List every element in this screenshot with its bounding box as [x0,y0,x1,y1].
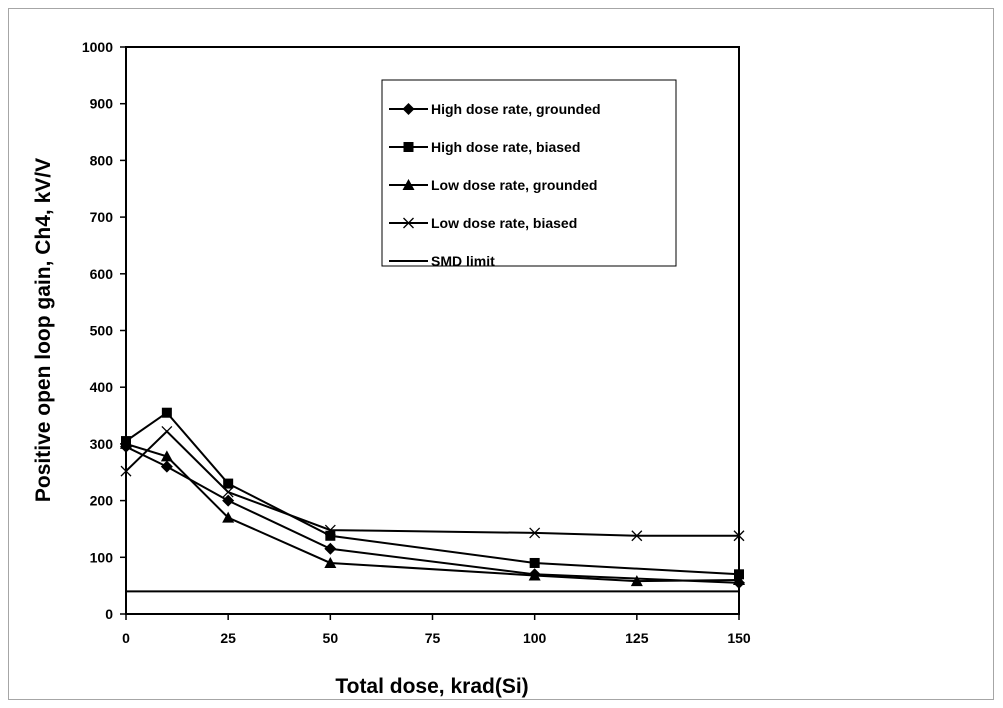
series-low-dose-rate-biased-point [222,486,234,498]
legend-entry-low-dose-rate-biased-marker-stroke [403,217,414,229]
y-tick-label: 1000 [82,39,113,55]
y-tick-label: 0 [105,606,113,622]
legend-entry-low-dose-rate-biased-label: Low dose rate, biased [431,215,577,231]
series-low-dose-rate-biased-point-stroke [222,486,234,498]
x-tick-label: 50 [323,630,339,646]
legend-entry-high-dose-rate-biased: High dose rate, biased [389,139,580,155]
y-tick-label: 600 [90,266,114,282]
series-low-dose-rate-biased-point [529,527,541,539]
series-high-dose-rate-grounded-point [324,542,337,555]
y-tick-label: 400 [90,379,114,395]
series-low-dose-rate-biased-point-stroke [120,465,132,477]
legend-entry-low-dose-rate-grounded-label: Low dose rate, grounded [431,177,597,193]
series-low-dose-rate-biased [120,425,745,542]
legend-entry-high-dose-rate-grounded-label: High dose rate, grounded [431,101,601,117]
series-low-dose-rate-grounded-point [630,575,643,587]
series-high-dose-rate-grounded-line [125,445,740,584]
series-high-dose-rate-biased-point [223,478,234,489]
y-axis-title: Positive open loop gain, Ch4, kV/V [32,158,55,502]
legend-entry-low-dose-rate-grounded: Low dose rate, grounded [389,177,597,193]
legend-entry-low-dose-rate-biased-marker [403,217,414,229]
x-tick-label: 0 [122,630,130,646]
x-tick-label: 75 [425,630,441,646]
legend-entry-high-dose-rate-grounded: High dose rate, grounded [389,101,601,117]
x-tick-label: 150 [727,630,751,646]
chart-frame: 0 100 200 300 400 500 600 700 800 900 1000 0 25 50 75 1… [8,8,994,700]
series-low-dose-rate-biased-point [631,530,643,542]
legend-box [381,79,677,267]
series-low-dose-rate-biased-point [324,524,336,536]
series-low-dose-rate-biased-point-stroke [733,530,745,542]
series-low-dose-rate-grounded-point [160,450,173,462]
series-low-dose-rate-biased-point-stroke [161,425,173,437]
series-low-dose-rate-biased-point-stroke [324,524,336,536]
series-high-dose-rate-grounded-point [160,460,173,473]
y-tick-label: 800 [90,152,114,168]
series-layer [120,407,745,593]
y-tick-label: 500 [90,323,114,339]
series-low-dose-rate-biased-point [733,530,745,542]
legend-entry-low-dose-rate-grounded-marker [402,179,415,190]
series-low-dose-rate-grounded-point [528,569,541,581]
legend-entry-smd-limit: SMD limit [389,253,495,269]
series-high-dose-rate-biased-point [529,557,540,568]
series-low-dose-rate-biased-point-stroke [631,530,643,542]
series-low-dose-rate-grounded [120,437,745,587]
series-low-dose-rate-grounded-point [324,556,337,568]
series-low-dose-rate-biased-point [161,425,173,437]
tick-layer: 0 100 200 300 400 500 600 700 800 900 1000 0 25 50 75 1… [82,39,751,646]
legend-entry-high-dose-rate-grounded-marker [402,103,415,115]
series-high-dose-rate-biased-line [125,411,740,576]
y-tick-label: 700 [90,209,114,225]
x-axis-title: Total dose, krad(Si) [335,675,528,698]
series-high-dose-rate-biased-point [325,530,336,541]
series-low-dose-rate-grounded-point [222,511,235,523]
chart: 0 100 200 300 400 500 600 700 800 900 1000 0 25 50 75 1… [32,39,751,698]
legend-entry-low-dose-rate-biased: Low dose rate, biased [389,215,577,231]
y-tick-label: 300 [90,436,114,452]
series-low-dose-rate-grounded-point [733,573,745,585]
legend-entry-smd-limit-label: SMD limit [431,253,495,269]
y-tick-label: 200 [90,493,114,509]
x-tick-label: 100 [523,630,547,646]
legend-entry-high-dose-rate-biased-label: High dose rate, biased [431,139,580,155]
series-high-dose-rate-biased-point [161,407,172,418]
series-high-dose-rate-grounded-point [222,494,235,507]
y-tick-label: 900 [90,96,114,112]
series-low-dose-rate-biased-point-stroke [529,527,541,539]
x-tick-label: 25 [220,630,236,646]
y-tick-label: 100 [90,549,114,565]
series-low-dose-rate-biased-point [120,465,132,477]
legend-entry-high-dose-rate-biased-marker [403,142,414,152]
legend: High dose rate, grounded High dose rate, … [381,79,677,269]
x-tick-label: 125 [625,630,649,646]
